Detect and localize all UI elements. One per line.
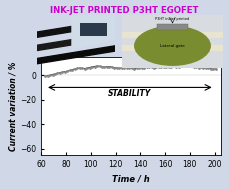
Point [102, 66, 106, 69]
Polygon shape [37, 33, 114, 51]
Point [87, 66, 91, 69]
Point [139, 66, 143, 69]
Point [105, 65, 108, 68]
FancyBboxPatch shape [121, 45, 222, 51]
Point [73, 67, 76, 70]
Point [75, 67, 79, 70]
Point [58, 71, 62, 74]
Point [198, 66, 202, 69]
Point [85, 67, 89, 70]
Y-axis label: Current variation / %: Current variation / % [9, 61, 18, 150]
Point [110, 66, 113, 69]
Point [92, 65, 96, 68]
Point [82, 67, 86, 70]
Point [213, 67, 217, 70]
Point [63, 70, 66, 73]
Point [159, 65, 163, 68]
Point [134, 67, 138, 70]
Point [161, 65, 165, 68]
Point [53, 72, 57, 75]
Circle shape [134, 26, 210, 66]
Polygon shape [72, 15, 114, 50]
Point [142, 66, 145, 69]
Point [206, 67, 209, 70]
Point [188, 65, 192, 68]
Point [211, 68, 214, 71]
Point [55, 72, 59, 75]
Point [201, 66, 204, 69]
Point [129, 67, 133, 70]
FancyBboxPatch shape [121, 15, 222, 68]
Point [48, 74, 52, 77]
Point [176, 65, 180, 68]
Text: STABILITY: STABILITY [108, 89, 151, 98]
Point [186, 64, 190, 67]
FancyBboxPatch shape [121, 32, 222, 38]
Point [174, 65, 177, 68]
Text: INK-JET PRINTED P3HT EGOFET: INK-JET PRINTED P3HT EGOFET [50, 6, 198, 15]
Text: Lateral gate: Lateral gate [159, 44, 184, 48]
Point [193, 66, 197, 69]
Point [132, 67, 135, 70]
Point [100, 65, 104, 68]
Polygon shape [37, 46, 114, 64]
Point [95, 64, 98, 67]
Point [107, 65, 111, 68]
Point [68, 69, 71, 72]
Point [166, 65, 170, 68]
Point [154, 66, 158, 69]
Point [120, 67, 123, 70]
Point [144, 66, 148, 69]
Point [112, 66, 116, 69]
FancyBboxPatch shape [79, 23, 107, 36]
Point [90, 65, 94, 68]
Point [70, 68, 74, 71]
Point [127, 67, 131, 70]
Point [43, 75, 47, 78]
Polygon shape [37, 19, 114, 37]
Point [50, 73, 54, 76]
Point [208, 67, 212, 70]
Point [149, 66, 153, 69]
Point [179, 65, 182, 68]
Point [147, 65, 150, 68]
Point [97, 65, 101, 68]
Point [46, 74, 49, 77]
Point [137, 67, 140, 70]
Point [191, 65, 195, 68]
Point [171, 65, 175, 68]
FancyBboxPatch shape [157, 24, 187, 30]
Point [122, 66, 125, 69]
Point [65, 70, 69, 73]
Point [183, 64, 187, 67]
Point [152, 66, 155, 69]
Point [78, 67, 81, 70]
Point [164, 66, 167, 69]
Point [181, 64, 185, 67]
Text: P3HT inkjet printed: P3HT inkjet printed [155, 17, 189, 21]
Point [156, 65, 160, 68]
Point [60, 70, 64, 74]
Point [114, 67, 118, 70]
X-axis label: Time / h: Time / h [112, 174, 149, 183]
Point [203, 67, 207, 70]
Point [117, 67, 121, 70]
Point [196, 66, 199, 69]
Point [169, 65, 172, 68]
Point [124, 66, 128, 69]
Point [80, 67, 84, 70]
